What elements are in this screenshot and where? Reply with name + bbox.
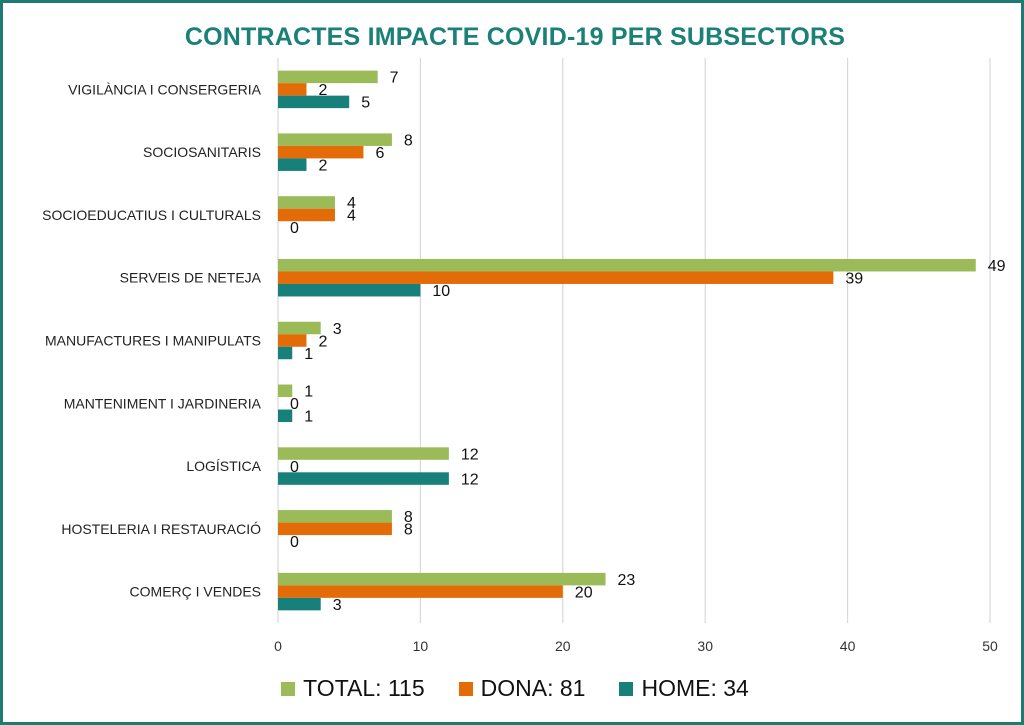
chart-title: CONTRACTES IMPACTE COVID-19 PER SUBSECTO… [184, 23, 846, 51]
category-label: HOSTELERIA I RESTAURACIÓ [61, 521, 261, 537]
category-label: SOCIOEDUCATIUS I CULTURALS [42, 207, 261, 223]
data-label: 20 [575, 584, 593, 601]
data-label: 3 [333, 597, 342, 614]
data-label: 8 [404, 132, 413, 149]
bar [278, 447, 449, 460]
data-label: 0 [290, 459, 299, 476]
bar [278, 346, 293, 360]
legend-swatch [458, 681, 473, 696]
bar [278, 283, 421, 297]
data-label: 3 [333, 321, 342, 338]
bar [278, 572, 606, 586]
data-label: 8 [404, 522, 413, 539]
data-label: 2 [318, 82, 327, 99]
data-label: 6 [375, 145, 384, 162]
data-label: 4 [347, 208, 356, 225]
x-tick-label: 10 [413, 638, 429, 654]
legend-item: TOTAL: 115 [281, 675, 425, 702]
bar [278, 145, 364, 159]
category-label: LOGÍSTICA [186, 458, 261, 474]
legend-label: HOME: 34 [641, 675, 749, 701]
bar [278, 334, 307, 347]
data-label: 49 [988, 258, 1006, 275]
bar [278, 271, 834, 284]
data-label: 2 [318, 157, 327, 174]
bar [278, 510, 392, 523]
x-tick-label: 20 [555, 638, 571, 654]
x-tick-label: 40 [840, 638, 856, 654]
data-label: 0 [290, 534, 299, 551]
legend-label: DONA: 81 [480, 675, 586, 701]
category-label: MANTENIMENT I JARDINERIA [64, 395, 262, 411]
data-label: 1 [304, 346, 313, 363]
bar [278, 585, 563, 598]
data-label: 23 [618, 572, 636, 589]
bar [278, 522, 392, 536]
bar [278, 472, 449, 485]
data-label: 1 [304, 384, 313, 401]
bar [278, 83, 307, 96]
bar [278, 158, 307, 171]
data-label: 1 [304, 409, 313, 426]
chart-legend: TOTAL: 115 DONA: 81 HOME: 34 [3, 675, 1024, 702]
legend-swatch [619, 681, 634, 696]
data-label: 5 [361, 95, 370, 112]
data-label: 12 [461, 471, 479, 488]
data-label: 10 [432, 283, 450, 300]
bar [278, 409, 293, 423]
bar [278, 208, 335, 222]
data-label: 2 [318, 333, 327, 350]
category-label: MANUFACTURES I MANIPULATS [45, 333, 261, 349]
data-label: 39 [845, 270, 863, 287]
x-tick-label: 50 [982, 638, 998, 654]
bar [278, 321, 321, 335]
data-label: 12 [461, 446, 479, 463]
category-label: SERVEIS DE NETEJA [120, 270, 262, 286]
bar [278, 133, 392, 146]
category-label: VIGILÀNCIA I CONSERGERIA [68, 81, 262, 97]
category-label: SOCIOSANITARIS [143, 144, 261, 160]
category-label: COMERÇ I VENDES [130, 584, 261, 600]
x-tick-label: 0 [274, 638, 282, 654]
data-label: 0 [290, 396, 299, 413]
bar [278, 597, 321, 611]
legend-swatch [281, 681, 296, 696]
bar [278, 384, 293, 398]
legend-item: HOME: 34 [619, 675, 749, 702]
data-label: 0 [290, 220, 299, 237]
bar [278, 258, 976, 272]
legend-item: DONA: 81 [458, 675, 586, 702]
legend-label: TOTAL: 115 [303, 675, 425, 701]
data-label: 8 [404, 509, 413, 526]
x-tick-label: 30 [697, 638, 713, 654]
data-label: 7 [390, 70, 399, 87]
bar [278, 196, 335, 209]
bar [278, 70, 378, 84]
data-label: 4 [347, 195, 356, 212]
bar [278, 95, 350, 109]
